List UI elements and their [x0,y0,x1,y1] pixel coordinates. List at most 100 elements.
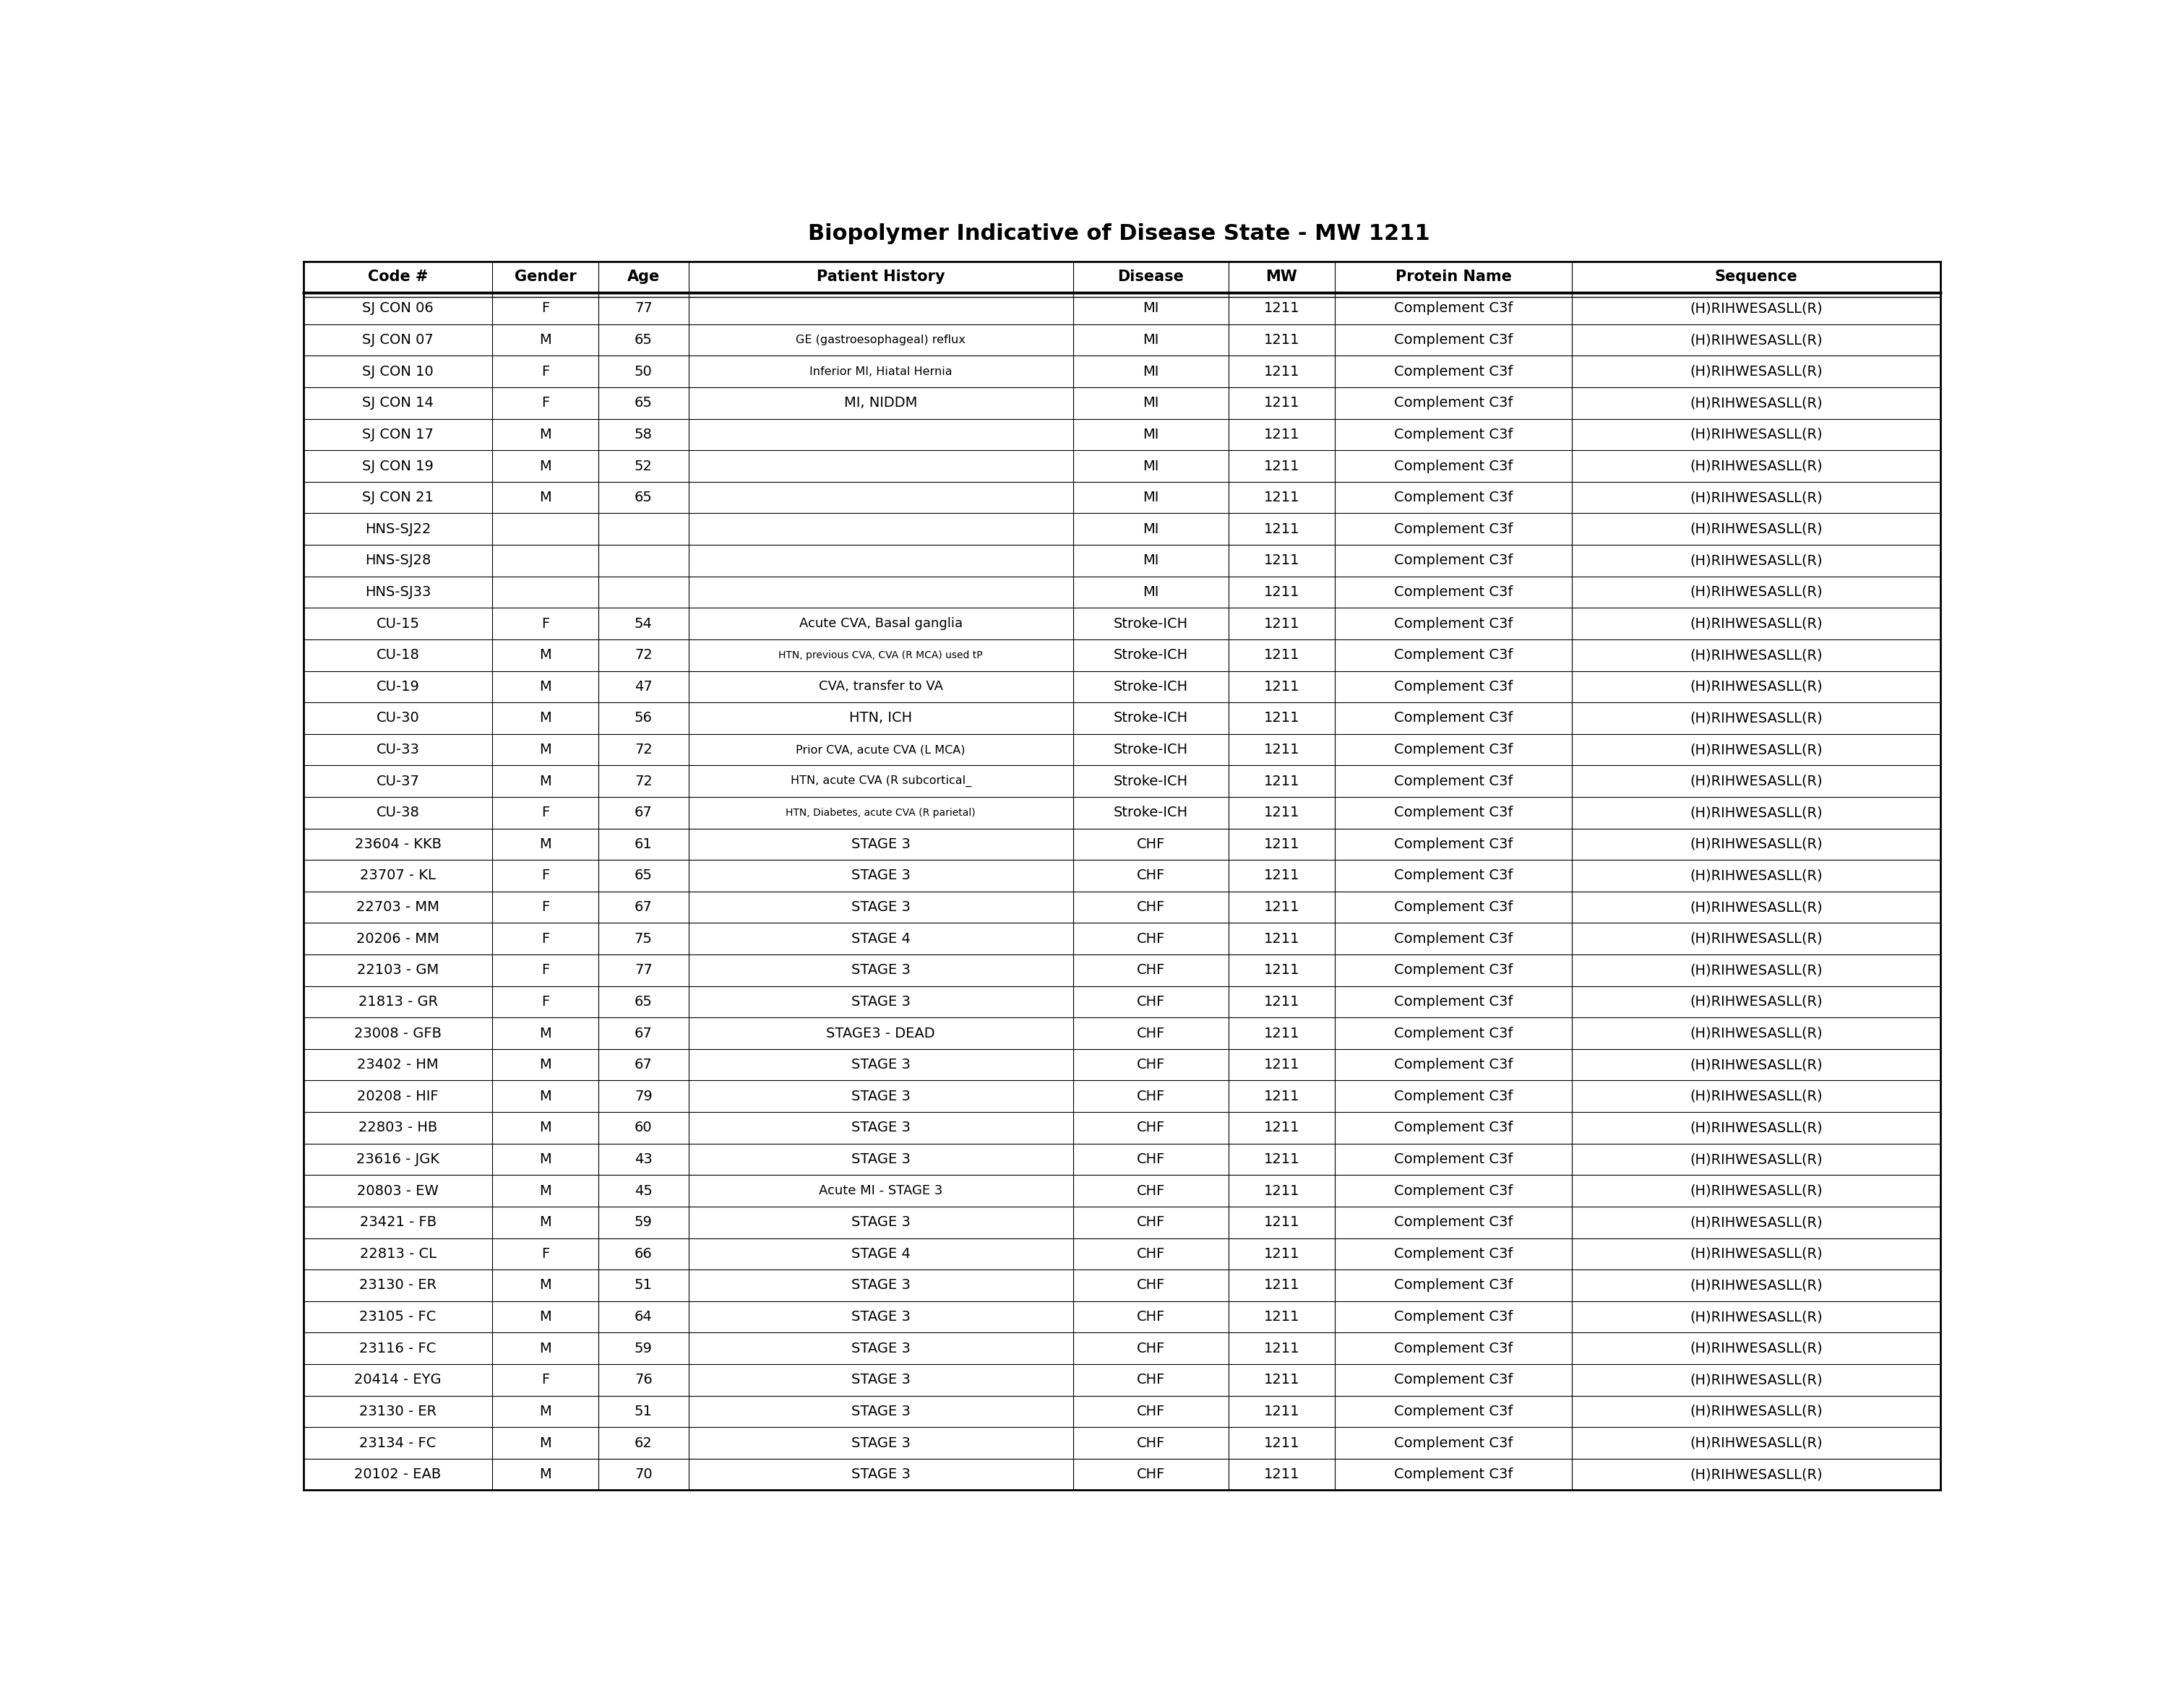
Text: 1211: 1211 [1265,806,1299,820]
Text: 1211: 1211 [1265,837,1299,852]
Text: (H)RIHWESASLL(R): (H)RIHWESASLL(R) [1690,1404,1824,1418]
Text: (H)RIHWESASLL(R): (H)RIHWESASLL(R) [1690,679,1824,693]
Text: 51: 51 [633,1404,653,1418]
Text: Complement C3f: Complement C3f [1393,1090,1514,1104]
Text: Acute MI - STAGE 3: Acute MI - STAGE 3 [819,1185,943,1197]
Text: STAGE 3: STAGE 3 [852,1310,911,1323]
Text: F: F [542,1372,548,1387]
Text: STAGE 3: STAGE 3 [852,1436,911,1450]
Text: MI, NIDDM: MI, NIDDM [843,395,917,411]
Text: STAGE 3: STAGE 3 [852,1372,911,1387]
Text: 59: 59 [633,1342,653,1355]
Text: 1211: 1211 [1265,490,1299,504]
Text: F: F [542,806,548,820]
Text: HNS-SJ33: HNS-SJ33 [365,585,430,598]
Text: Complement C3f: Complement C3f [1393,428,1514,441]
Text: 64: 64 [636,1310,653,1323]
Text: STAGE3 - DEAD: STAGE3 - DEAD [826,1026,935,1039]
Text: F: F [542,901,548,914]
Text: 20414 - EYG: 20414 - EYG [354,1372,441,1387]
Text: MI: MI [1142,460,1160,473]
Text: Complement C3f: Complement C3f [1393,1310,1514,1323]
Text: (H)RIHWESASLL(R): (H)RIHWESASLL(R) [1690,774,1824,788]
Text: STAGE 3: STAGE 3 [852,963,911,977]
Text: MI: MI [1142,522,1160,536]
Text: (H)RIHWESASLL(R): (H)RIHWESASLL(R) [1690,585,1824,598]
Text: (H)RIHWESASLL(R): (H)RIHWESASLL(R) [1690,931,1824,946]
Text: STAGE 3: STAGE 3 [852,1467,911,1482]
Text: STAGE 3: STAGE 3 [852,1342,911,1355]
Text: 1211: 1211 [1265,585,1299,598]
Text: STAGE 3: STAGE 3 [852,1215,911,1229]
Text: 47: 47 [636,679,653,693]
Text: F: F [542,963,548,977]
Text: CHF: CHF [1136,837,1164,852]
Text: MI: MI [1142,395,1160,411]
Text: 62: 62 [636,1436,653,1450]
Text: M: M [539,837,550,852]
Text: Code #: Code # [367,270,428,284]
Text: Stroke-ICH: Stroke-ICH [1114,649,1188,662]
Text: 1211: 1211 [1265,774,1299,788]
Text: HTN, acute CVA (R subcortical_: HTN, acute CVA (R subcortical_ [791,776,972,788]
Text: 23616 - JGK: 23616 - JGK [356,1153,439,1166]
Text: CHF: CHF [1136,1090,1164,1104]
Text: Complement C3f: Complement C3f [1393,1215,1514,1229]
Text: 1211: 1211 [1265,333,1299,346]
Text: 21813 - GR: 21813 - GR [358,995,437,1009]
Text: Complement C3f: Complement C3f [1393,963,1514,977]
Text: CHF: CHF [1136,1026,1164,1039]
Text: Complement C3f: Complement C3f [1393,806,1514,820]
Text: 1211: 1211 [1265,1372,1299,1387]
Text: 1211: 1211 [1265,1026,1299,1039]
Text: CHF: CHF [1136,1120,1164,1134]
Text: M: M [539,1310,550,1323]
Text: Complement C3f: Complement C3f [1393,1467,1514,1482]
Text: (H)RIHWESASLL(R): (H)RIHWESASLL(R) [1690,617,1824,630]
Text: (H)RIHWESASLL(R): (H)RIHWESASLL(R) [1690,744,1824,757]
Text: 22103 - GM: 22103 - GM [356,963,439,977]
Text: Complement C3f: Complement C3f [1393,1372,1514,1387]
Text: 1211: 1211 [1265,1090,1299,1104]
Text: 1211: 1211 [1265,1342,1299,1355]
Text: F: F [542,395,548,411]
Text: Complement C3f: Complement C3f [1393,1279,1514,1293]
Text: (H)RIHWESASLL(R): (H)RIHWESASLL(R) [1690,1058,1824,1071]
Text: STAGE 3: STAGE 3 [852,1090,911,1104]
Text: CU-18: CU-18 [376,649,419,662]
Text: 60: 60 [636,1120,653,1134]
Text: (H)RIHWESASLL(R): (H)RIHWESASLL(R) [1690,333,1824,346]
Text: CU-33: CU-33 [376,744,419,757]
Text: M: M [539,1058,550,1071]
Text: (H)RIHWESASLL(R): (H)RIHWESASLL(R) [1690,522,1824,536]
Text: M: M [539,774,550,788]
Text: 67: 67 [636,901,653,914]
Text: 20803 - EW: 20803 - EW [358,1185,439,1198]
Text: (H)RIHWESASLL(R): (H)RIHWESASLL(R) [1690,1026,1824,1039]
Text: MI: MI [1142,554,1160,568]
Text: 1211: 1211 [1265,744,1299,757]
Text: 45: 45 [633,1185,653,1198]
Text: STAGE 3: STAGE 3 [852,869,911,882]
Text: CHF: CHF [1136,1404,1164,1418]
Text: M: M [539,1342,550,1355]
Text: 61: 61 [636,837,653,852]
Text: (H)RIHWESASLL(R): (H)RIHWESASLL(R) [1690,1090,1824,1104]
Text: Stroke-ICH: Stroke-ICH [1114,774,1188,788]
Text: Stroke-ICH: Stroke-ICH [1114,806,1188,820]
Text: 1211: 1211 [1265,1467,1299,1482]
Text: 1211: 1211 [1265,1153,1299,1166]
Text: 1211: 1211 [1265,995,1299,1009]
Text: CHF: CHF [1136,931,1164,946]
Text: (H)RIHWESASLL(R): (H)RIHWESASLL(R) [1690,1120,1824,1134]
Text: Age: Age [627,270,660,284]
Text: Complement C3f: Complement C3f [1393,395,1514,411]
Text: MI: MI [1142,585,1160,598]
Text: STAGE 3: STAGE 3 [852,837,911,852]
Text: 76: 76 [636,1372,653,1387]
Text: F: F [542,869,548,882]
Text: CHF: CHF [1136,1185,1164,1198]
Text: (H)RIHWESASLL(R): (H)RIHWESASLL(R) [1690,837,1824,852]
Text: 20208 - HIF: 20208 - HIF [358,1090,439,1104]
Text: M: M [539,490,550,504]
